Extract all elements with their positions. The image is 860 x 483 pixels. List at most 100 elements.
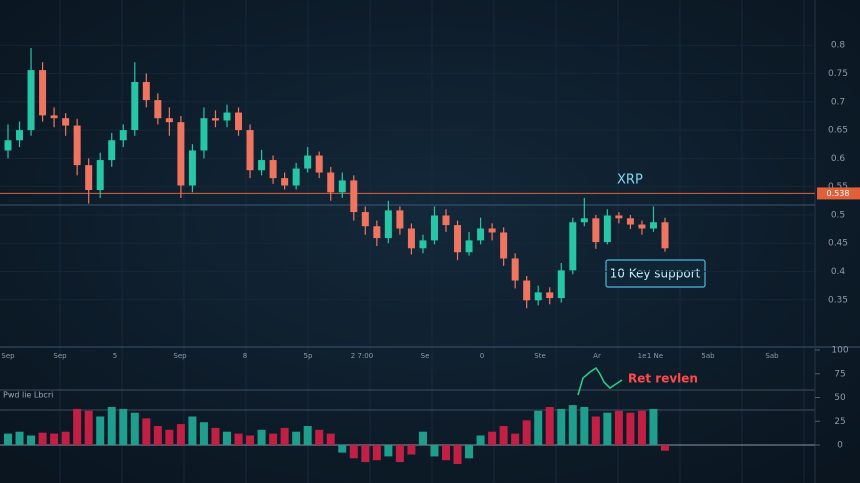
candle-body: [615, 215, 623, 219]
indicator-bar: [407, 445, 416, 455]
candle-body: [269, 160, 277, 179]
y2-tick-label: 100: [831, 346, 848, 356]
candle-body: [27, 70, 35, 131]
indicator-bar: [465, 445, 474, 459]
candle-body: [142, 82, 150, 101]
sparkline: [577, 366, 623, 396]
candle-body: [211, 118, 219, 121]
candle-body: [638, 224, 646, 229]
indicator-bar: [188, 416, 197, 445]
indicator-bar: [246, 435, 255, 445]
y-tick-label: 0.8: [831, 41, 846, 51]
indicator-bar: [384, 445, 393, 457]
indicator-bar: [199, 422, 208, 445]
x-tick-label: 8: [243, 352, 247, 360]
candle-body: [373, 226, 381, 239]
indicator-bar: [153, 426, 162, 445]
candle-body: [454, 225, 462, 253]
indicator-bar: [96, 416, 105, 445]
indicator-bar: [234, 433, 243, 445]
indicator-bar: [211, 427, 220, 445]
indicator-bar: [292, 431, 301, 445]
y2-tick-label: 50: [834, 393, 846, 403]
indicator-bar: [349, 445, 358, 459]
candle-body: [315, 155, 323, 173]
indicator-bar: [522, 420, 531, 445]
indicator-bar: [372, 445, 381, 461]
candle-body: [465, 240, 473, 253]
indicator-bar: [165, 429, 174, 445]
candle-body: [419, 240, 427, 249]
y2-tick-label: 0: [837, 441, 843, 451]
candle-body: [177, 122, 185, 186]
reversal-label: Ret revlen: [628, 372, 698, 386]
price-tag-label: 0.538: [827, 189, 850, 198]
candle-body: [523, 280, 531, 301]
indicator-bar: [84, 410, 93, 445]
indicator-bar: [661, 445, 669, 451]
candle-body: [661, 222, 669, 249]
x-tick-label: 0: [480, 352, 484, 360]
candle-body: [16, 130, 24, 141]
candle-body: [338, 180, 346, 193]
candle-body: [477, 228, 485, 241]
indicator-bar: [107, 407, 116, 445]
y2-tick-label: 25: [834, 417, 845, 427]
candle-body: [119, 130, 127, 141]
candle-body: [557, 270, 565, 299]
indicator-bar: [568, 405, 577, 445]
indicator-bar: [142, 418, 151, 445]
indicator-bar: [649, 408, 658, 445]
x-tick-label: 1 Ne: [647, 352, 663, 360]
indicator-bar: [326, 433, 335, 445]
vertical-grid: [59, 0, 805, 483]
candle-body: [396, 210, 404, 229]
candle-body: [384, 210, 392, 239]
indicator-bar: [303, 426, 312, 445]
y-tick-label: 0.65: [828, 126, 848, 136]
x-tick-label: 5: [113, 352, 117, 360]
indicator-bar: [119, 408, 128, 445]
indicator-bar: [430, 445, 439, 457]
indicator-bar: [488, 431, 497, 445]
indicator-bar: [603, 412, 612, 445]
indicator-bar: [27, 435, 36, 445]
candle-body: [281, 178, 289, 186]
indicator-bar: [591, 416, 600, 445]
x-tick-label: Sep: [173, 352, 187, 360]
candle-body: [350, 180, 358, 213]
y-tick-label: 0.6: [831, 154, 846, 164]
x-tick-label: Sep: [1, 352, 15, 360]
candle-body: [292, 168, 300, 186]
x-tick-label: Ar: [593, 352, 601, 360]
candle-body: [430, 215, 438, 241]
indicator-bar: [511, 433, 520, 445]
indicator-bar: [176, 424, 185, 445]
x-tick-label: Ste: [534, 352, 546, 360]
candle-body: [580, 218, 588, 223]
support-label: 10 Key support: [610, 267, 701, 281]
indicator-bar: [499, 426, 508, 445]
x-tick-label: 1e: [638, 352, 647, 360]
candle-body: [258, 160, 266, 171]
indicator-bar: [637, 410, 646, 445]
candle-body: [603, 215, 611, 243]
y-tick-label: 0.35: [828, 295, 848, 305]
candle-body: [165, 118, 173, 123]
candle-body: [569, 222, 577, 271]
candle-body: [235, 112, 243, 131]
indicator-bar: [223, 431, 231, 445]
indicator-bar: [338, 445, 347, 453]
candle-body: [534, 292, 542, 301]
y2-tick-label: 75: [834, 369, 845, 379]
y-tick-label: 0.7: [831, 97, 845, 107]
candle-body: [246, 130, 254, 171]
indicator-bar: [315, 429, 324, 445]
indicator-bar: [61, 431, 70, 445]
y-tick-label: 0.45: [828, 239, 848, 249]
candle-body: [50, 115, 58, 119]
indicator-bar: [418, 431, 427, 445]
indicator-bar: [580, 407, 589, 445]
